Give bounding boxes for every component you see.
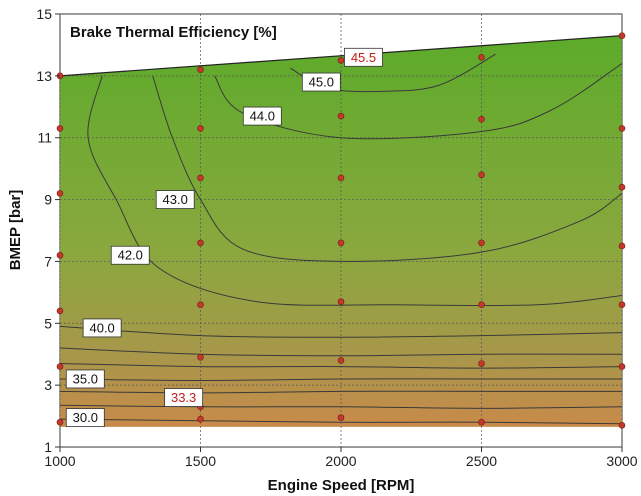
- contour-label-box: [65, 369, 105, 389]
- measurement-point: [337, 357, 345, 364]
- measurement-point: [56, 190, 64, 197]
- x-tick-label: 3000: [606, 453, 637, 469]
- contour-label-text: 42.0: [118, 248, 143, 263]
- contour-labels: 30.0 35.0 40.0 42.0 43.0 44.0 45.0 45.5 33.3: [65, 47, 383, 428]
- chart-title: Brake Thermal Efficiency [%]: [70, 24, 277, 41]
- contour-label: 35.0: [65, 369, 105, 389]
- contour-lines: [60, 53, 622, 425]
- measurement-point: [56, 307, 64, 315]
- contour-line: [60, 362, 622, 369]
- measurement-point: [618, 183, 626, 191]
- y-axis-title: BMEP [bar]: [7, 190, 24, 271]
- contour-label-box: [65, 408, 105, 428]
- measurement-point: [197, 66, 204, 73]
- contour-label: 33.3: [164, 388, 204, 407]
- x-axis-title: Engine Speed [RPM]: [268, 477, 415, 494]
- contour-label-text: 33.3: [171, 390, 196, 405]
- contour-line: [60, 378, 622, 382]
- y-tick-label: 15: [36, 6, 52, 22]
- contour-line: [87, 75, 622, 307]
- measurement-point: [56, 363, 64, 370]
- x-tick-label: 1500: [185, 453, 216, 469]
- contour-label-text: 30.0: [73, 410, 98, 425]
- full-load-line: [59, 35, 623, 77]
- x-tick-label: 1000: [44, 453, 75, 469]
- contour-label-text: 45.5: [351, 50, 376, 65]
- contour-label: 42.0: [110, 245, 150, 265]
- contour-label: 44.0: [242, 106, 282, 126]
- contour-label: 43.0: [155, 190, 195, 209]
- measurement-point: [197, 354, 204, 361]
- measurement-point: [618, 363, 626, 370]
- contour-label-text: 45.0: [309, 75, 334, 90]
- contour-label: 45.0: [301, 72, 341, 92]
- x-tick-label: 2000: [325, 453, 356, 469]
- contour-label: 45.5: [344, 47, 383, 67]
- contour-label-text: 35.0: [73, 371, 98, 386]
- contour-label-text: 44.0: [250, 109, 275, 124]
- contour-line: [214, 63, 622, 140]
- contour-label-box: [155, 190, 195, 209]
- measurement-points: [56, 32, 626, 429]
- measurement-point: [478, 171, 485, 179]
- y-tick-label: 5: [44, 315, 52, 331]
- measurement-point: [56, 418, 64, 426]
- measurement-point: [337, 174, 345, 182]
- contour-line: [60, 418, 622, 425]
- y-tick-label: 7: [44, 253, 52, 269]
- contour-label-text: 43.0: [163, 192, 188, 207]
- measurement-point: [56, 251, 64, 259]
- measurement-point: [197, 174, 204, 182]
- measurement-point: [197, 239, 204, 247]
- measurement-point: [618, 125, 626, 132]
- measurement-point: [618, 32, 626, 39]
- contour-label-box: [301, 72, 341, 92]
- contour-line: [60, 390, 622, 394]
- y-tick-label: 3: [44, 377, 52, 393]
- measurement-point: [337, 298, 345, 305]
- measurement-point: [618, 422, 626, 429]
- contour-label-box: [164, 388, 204, 407]
- x-axis-ticks: 1000 1500 2000 2500 3000: [44, 447, 638, 469]
- measurement-point: [337, 414, 345, 421]
- measurement-point: [478, 239, 485, 247]
- measurement-point: [337, 239, 345, 247]
- contour-line: [152, 75, 622, 262]
- contour-line: [60, 404, 622, 409]
- measurement-point: [197, 415, 204, 423]
- contour-label-box: [344, 47, 383, 67]
- y-tick-label: 11: [37, 130, 52, 146]
- measurement-point: [197, 125, 204, 132]
- measurement-point: [478, 360, 485, 367]
- y-tick-label: 9: [44, 192, 52, 208]
- measurement-point: [197, 301, 204, 309]
- measurement-point: [478, 418, 485, 426]
- contour-line: [60, 325, 622, 338]
- contour-label-box: [82, 318, 122, 338]
- measurement-point: [478, 53, 485, 61]
- x-tick-label: 2500: [466, 453, 497, 469]
- measurement-point: [337, 57, 345, 64]
- measurement-point: [478, 115, 485, 123]
- contour-label-text: 40.0: [89, 320, 114, 335]
- contour-label: 30.0: [65, 408, 105, 428]
- contour-label-box: [242, 106, 282, 126]
- contour-label: 40.0: [82, 318, 122, 338]
- contour-label-box: [110, 245, 150, 265]
- y-tick-label: 13: [36, 68, 52, 84]
- measurement-point: [337, 112, 345, 120]
- y-tick-label: 1: [44, 439, 52, 455]
- measurement-point: [478, 301, 485, 309]
- measurement-point: [618, 242, 626, 250]
- measurement-point: [56, 125, 64, 132]
- measurement-point: [618, 301, 626, 309]
- contour-line: [60, 347, 622, 357]
